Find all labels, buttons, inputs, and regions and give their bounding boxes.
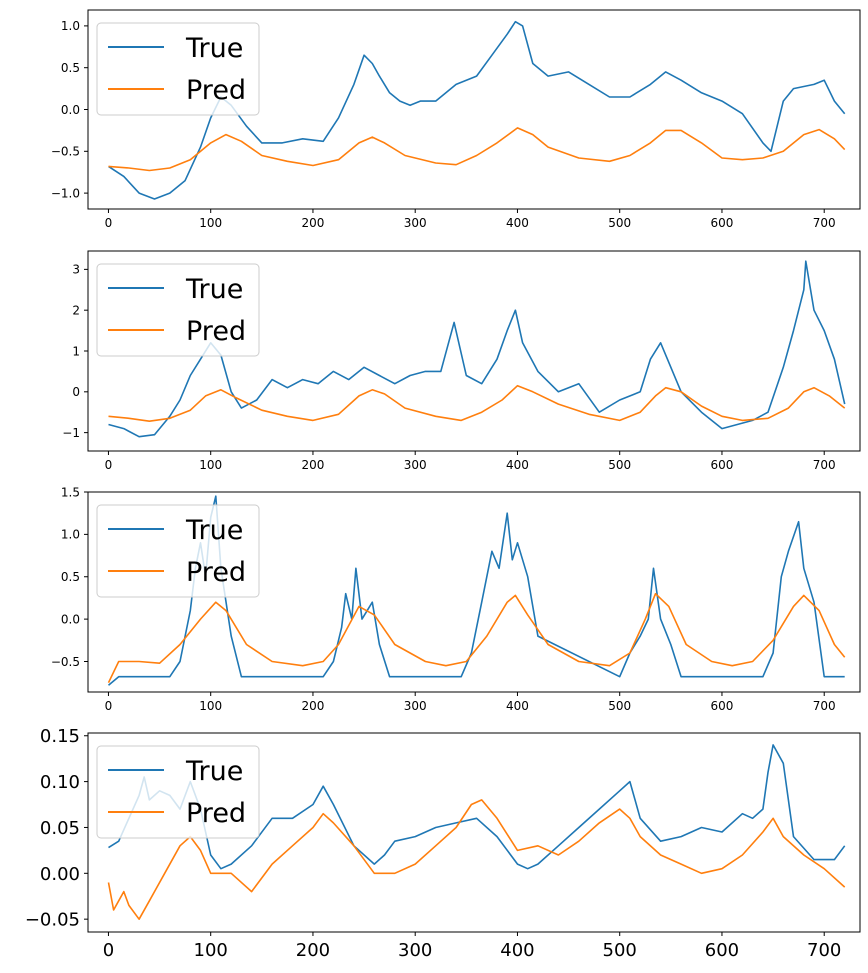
x-tick-label: 200 xyxy=(296,940,330,961)
legend-label-true: True xyxy=(185,274,243,305)
y-tick-label: 1.0 xyxy=(61,19,80,33)
legend: True Pred xyxy=(96,745,260,839)
y-tick-label: −0.05 xyxy=(25,910,80,931)
legend: True Pred xyxy=(96,22,260,116)
subplot-2: 0 100 200 300 400 500 600 700 −1 0 1 2 3 True Pred xyxy=(62,250,861,472)
legend-label-pred: Pred xyxy=(186,316,246,347)
series-line-pred xyxy=(107,799,846,921)
series-line-pred xyxy=(108,384,846,423)
subplot-4: 0 100 200 300 400 500 600 700 −0.05 0.00 0.05 0.10 0… xyxy=(25,726,861,961)
x-tick-label: 0 xyxy=(105,699,113,713)
x-tick-label: 700 xyxy=(807,940,841,961)
y-tick-label: 2 xyxy=(72,304,80,318)
x-tick-label: 300 xyxy=(404,458,427,472)
x-tick-label: 200 xyxy=(302,699,325,713)
x-tick-label: 500 xyxy=(608,458,631,472)
x-tick-label: 100 xyxy=(194,940,228,961)
x-tick-label: 500 xyxy=(603,940,637,961)
x-tick-label: 400 xyxy=(506,216,529,230)
x-tick-label: 700 xyxy=(813,216,836,230)
y-tick-label: 3 xyxy=(72,263,80,277)
y-tick-label: 0.10 xyxy=(40,772,80,793)
x-tick-label: 0 xyxy=(103,940,114,961)
x-tick-label: 100 xyxy=(199,458,222,472)
x-tick-label: 600 xyxy=(711,699,734,713)
y-tick-label: 0.5 xyxy=(61,61,80,75)
x-tick-label: 400 xyxy=(506,458,529,472)
series-line-pred xyxy=(107,592,846,684)
legend: True Pred xyxy=(96,263,260,357)
x-tick-label: 0 xyxy=(105,458,113,472)
legend-label-true: True xyxy=(185,33,243,64)
x-tick-label: 600 xyxy=(705,940,739,961)
y-tick-label: 1 xyxy=(72,344,80,358)
x-tick-label: 200 xyxy=(302,216,325,230)
y-tick-label: 0.15 xyxy=(40,726,80,747)
x-tick-label: 700 xyxy=(813,458,836,472)
y-tick-label: 0.5 xyxy=(61,570,80,584)
legend-label-pred: Pred xyxy=(186,798,246,829)
y-tick-label: 0.05 xyxy=(40,818,80,839)
y-tick-label: 1.5 xyxy=(61,485,80,499)
x-tick-label: 600 xyxy=(711,216,734,230)
x-tick-label: 400 xyxy=(506,699,529,713)
axes-frame xyxy=(87,491,861,693)
y-tick-label: −0.5 xyxy=(51,145,80,159)
x-tick-label: 200 xyxy=(302,458,325,472)
y-tick-label: −1.0 xyxy=(51,186,80,200)
y-tick-label: 1.0 xyxy=(61,528,80,542)
axes-frame xyxy=(87,732,861,933)
legend-label-true: True xyxy=(185,515,243,546)
x-tick-label: 300 xyxy=(404,699,427,713)
subplot-3: 0 100 200 300 400 500 600 700 −0.5 0.0 0.5 1.0 1.5 Tr… xyxy=(51,485,861,713)
y-tick-label: −1 xyxy=(62,426,80,440)
x-tick-label: 100 xyxy=(199,699,222,713)
x-tick-label: 500 xyxy=(608,699,631,713)
x-tick-label: 300 xyxy=(398,940,432,961)
y-tick-label: 0.00 xyxy=(40,864,80,885)
legend-label-true: True xyxy=(185,756,243,787)
x-tick-label: 0 xyxy=(105,216,113,230)
x-tick-label: 700 xyxy=(813,699,836,713)
series-line-pred xyxy=(108,127,846,172)
x-tick-label: 100 xyxy=(199,216,222,230)
y-tick-label: 0.0 xyxy=(61,612,80,626)
y-tick-label: −0.5 xyxy=(51,655,80,669)
y-tick-label: 0 xyxy=(72,385,80,399)
subplot-1: 0 100 200 300 400 500 600 700 −1.0 −0.5 0.0 0.5 1.0 T… xyxy=(51,9,861,230)
x-tick-label: 400 xyxy=(500,940,534,961)
legend: True Pred xyxy=(96,504,260,598)
x-tick-label: 600 xyxy=(711,458,734,472)
x-tick-label: 500 xyxy=(608,216,631,230)
y-tick-label: 0.0 xyxy=(61,103,80,117)
legend-label-pred: Pred xyxy=(186,557,246,588)
x-tick-label: 300 xyxy=(404,216,427,230)
legend-label-pred: Pred xyxy=(186,75,246,106)
